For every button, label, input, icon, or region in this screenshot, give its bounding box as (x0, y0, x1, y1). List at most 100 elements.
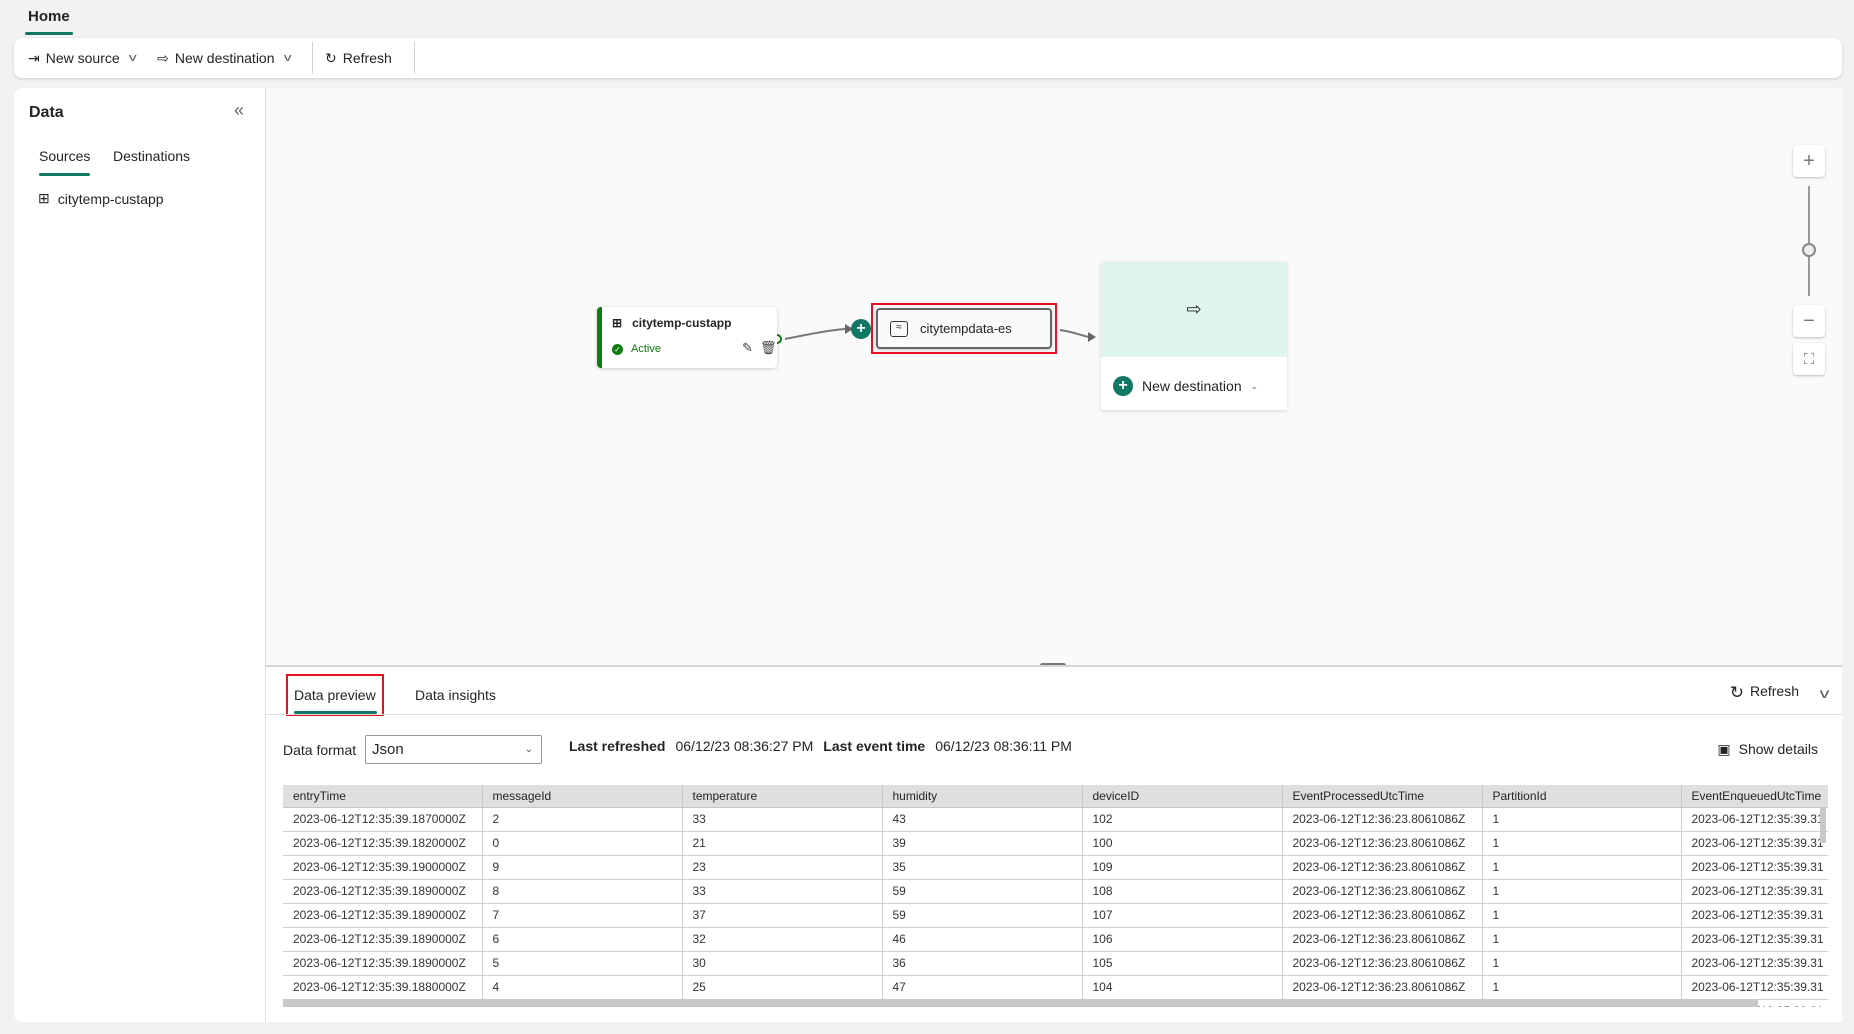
table-cell: 59 (882, 903, 1083, 928)
table-cell: 2023-06-12T12:35:39.31 (1681, 903, 1828, 928)
table-cell: 2023-06-12T12:36:23.8061086Z (1282, 951, 1483, 976)
sign-out-icon: ⇨ (157, 49, 169, 66)
table-cell: 2023-06-12T12:35:39.1890000Z (283, 927, 483, 952)
table-cell: 1 (1482, 855, 1682, 880)
table-cell: 2023-06-12T12:35:39.1900000Z (283, 855, 483, 880)
table-cell: 30 (682, 951, 883, 976)
chevron-down-icon: v (283, 52, 292, 64)
show-details-button[interactable]: ▣ Show details (1717, 741, 1818, 757)
chevron-down-icon: v (128, 52, 137, 64)
last-refreshed-label: Last refreshed (569, 738, 666, 754)
table-cell: 2023-06-12T12:35:39.31 (1681, 951, 1828, 976)
connector-line (1059, 329, 1091, 338)
table-cell: 21 (682, 831, 883, 856)
add-operation-button[interactable]: + (851, 319, 871, 339)
status-badge: Active (631, 343, 661, 355)
tab-sources[interactable]: Sources (39, 148, 91, 176)
new-destination-button[interactable]: ⇨ New destination v (157, 49, 292, 67)
source-node[interactable]: ⊞ citytemp-custapp ✓ Active ✎ 🗑 (597, 307, 777, 368)
table-cell: 2023-06-12T12:35:39.1890000Z (283, 903, 483, 928)
toolbar: ⇥ New source v ⇨ New destination v ↻ Refresh (14, 38, 1842, 78)
sign-out-icon: ⇨ (1186, 299, 1202, 319)
table-cell: 37 (682, 903, 883, 928)
zoom-slider-thumb[interactable] (1802, 243, 1816, 257)
table-cell: 2023-06-12T12:36:23.8061086Z (1282, 879, 1483, 904)
last-refreshed-value: 06/12/23 08:36:27 PM (675, 738, 814, 754)
table-cell: 2023-06-12T12:35:39.31 (1681, 807, 1828, 832)
table-cell: 2023-06-12T12:35:39.1890000Z (283, 951, 483, 976)
column-header[interactable]: EventProcessedUtcTime (1282, 785, 1483, 808)
zoom-slider[interactable] (1808, 186, 1810, 296)
column-header[interactable]: entryTime (283, 785, 483, 808)
canvas (266, 88, 1842, 665)
column-header[interactable]: deviceID (1082, 785, 1283, 808)
refresh-button[interactable]: ↻ Refresh (325, 49, 392, 67)
active-tab-indicator (294, 711, 377, 714)
zoom-out-button[interactable]: − (1793, 305, 1825, 337)
column-header[interactable]: messageId (482, 785, 683, 808)
expand-chevron-icon[interactable]: v (1819, 685, 1830, 701)
table-cell: 2 (482, 807, 683, 832)
column-header[interactable]: PartitionId (1482, 785, 1682, 808)
divider (312, 42, 314, 74)
table-cell: 106 (1082, 927, 1283, 952)
table-row: 2023-06-12T12:35:39.1870000Z 2 33 43 102 2023… (283, 807, 1828, 832)
table-row: 2023-06-12T12:35:39.1890000Z 8 33 59 108 2023… (283, 879, 1828, 904)
table-cell: 0 (482, 831, 683, 856)
app-grid-icon: ⊞ (38, 190, 50, 206)
table-cell: 1 (1482, 903, 1682, 928)
table-cell: 102 (1082, 807, 1283, 832)
table-row: 2023-06-12T12:35:39.1890000Z 7 37 59 107 2023… (283, 903, 1828, 928)
data-table-container: entryTime messageId temperature humidity dev… (283, 785, 1828, 1007)
fit-to-screen-button[interactable]: ⛶ (1793, 343, 1825, 375)
refresh-button[interactable]: ↻ Refresh (1729, 683, 1799, 702)
data-format-label: Data format (283, 742, 357, 758)
table-cell: 100 (1082, 831, 1283, 856)
data-table: entryTime messageId temperature humidity dev… (283, 785, 1828, 1007)
tab-data-insights[interactable]: Data insights (415, 687, 496, 703)
table-cell: 2023-06-12T12:35:39.31 (1681, 975, 1828, 1000)
table-cell: 43 (882, 807, 1083, 832)
eventstream-node[interactable]: ≈ citytempdata-es (871, 303, 1057, 354)
vertical-scrollbar[interactable] (1820, 808, 1826, 843)
refresh-icon: ↻ (325, 49, 337, 66)
last-event-label: Last event time (823, 738, 926, 754)
tab-data-preview[interactable]: Data preview (294, 687, 376, 703)
table-cell: 7 (482, 903, 683, 928)
horizontal-scrollbar[interactable] (283, 999, 1758, 1007)
collapse-icon[interactable]: « (234, 100, 245, 120)
column-header[interactable]: humidity (882, 785, 1083, 808)
table-cell: 2023-06-12T12:35:39.31 (1681, 855, 1828, 880)
table-cell: 32 (682, 927, 883, 952)
table-cell: 35 (882, 855, 1083, 880)
table-cell: 2023-06-12T12:36:23.8061086Z (1282, 807, 1483, 832)
divider (413, 42, 415, 74)
sign-in-icon: ⇥ (28, 49, 40, 66)
table-row: 2023-06-12T12:35:39.1900000Z 9 23 35 109 2023… (283, 855, 1828, 880)
connectors (772, 324, 1096, 344)
new-destination-dropdown[interactable]: + New destination ⌄ (1101, 357, 1287, 396)
table-cell: 2023-06-12T12:35:39.1890000Z (283, 879, 483, 904)
highlight-box (286, 674, 384, 716)
table-cell: 2023-06-12T12:36:23.8061086Z (1282, 903, 1483, 928)
table-cell: 2023-06-12T12:35:39.1870000Z (283, 807, 483, 832)
source-item[interactable]: ⊞ citytemp-custapp (38, 190, 164, 207)
table-cell: 6 (482, 927, 683, 952)
table-cell: 2023-06-12T12:35:39.31 (1681, 831, 1828, 856)
table-cell: 2023-06-12T12:36:23.8061086Z (1282, 975, 1483, 1000)
tab-destinations[interactable]: Destinations (113, 148, 191, 164)
table-cell: 25 (682, 975, 883, 1000)
table-cell: 104 (1082, 975, 1283, 1000)
data-format-dropdown[interactable]: Json ⌄ (365, 735, 542, 764)
zoom-in-button[interactable]: + (1793, 145, 1825, 177)
new-source-button[interactable]: ⇥ New source v (28, 49, 137, 67)
tab-home[interactable]: Home (25, 8, 73, 35)
chevron-down-icon: ⌄ (524, 744, 533, 755)
table-cell: 5 (482, 951, 683, 976)
edit-icon[interactable]: ✎ (742, 340, 753, 355)
delete-icon[interactable]: 🗑 (760, 340, 777, 355)
column-header[interactable]: EventEnqueuedUtcTime (1681, 785, 1828, 808)
column-header[interactable]: temperature (682, 785, 883, 808)
refresh-icon: ↻ (1729, 683, 1744, 702)
table-cell: 47 (882, 975, 1083, 1000)
